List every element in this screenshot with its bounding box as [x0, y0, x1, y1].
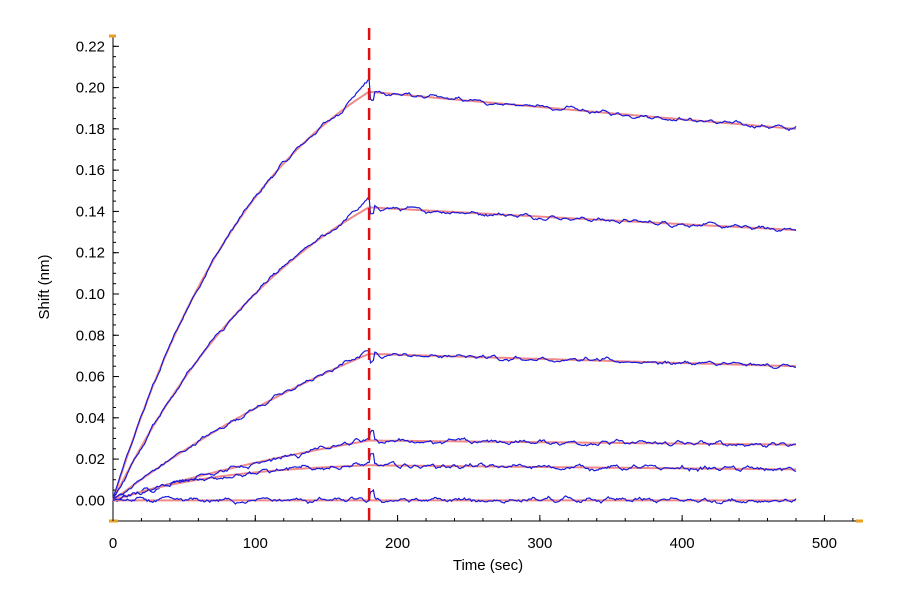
measured-trace-2 [112, 196, 797, 499]
y-axis-label: Shift (nm) [36, 254, 53, 319]
measured-trace-6 [113, 488, 797, 505]
fit-curve-5 [112, 464, 796, 502]
measured-trace-4 [112, 429, 797, 501]
y-tick-label: 0.14 [76, 203, 105, 220]
x-axis-label: Time (sec) [453, 557, 523, 574]
x-tick-label: 0 [109, 535, 117, 552]
y-tick-label: 0.08 [76, 327, 105, 344]
measured-trace-1 [112, 77, 797, 501]
x-tick-label: 300 [527, 535, 552, 552]
y-tick-label: 0.20 [76, 80, 105, 97]
measured-trace-3 [112, 349, 797, 501]
y-tick-label: 0.10 [76, 286, 105, 303]
fit-curve-2 [112, 206, 797, 501]
fit-curve-4 [112, 439, 796, 502]
y-tick-label: 0.06 [76, 369, 105, 386]
y-tick-label: 0.18 [76, 121, 105, 138]
y-tick-label: 0.04 [76, 410, 105, 427]
x-tick-label: 100 [243, 535, 268, 552]
plot-area [112, 28, 797, 521]
x-tick-label: 200 [385, 535, 410, 552]
y-tick-label: 0.02 [76, 451, 105, 468]
axes: 0.00 0.02 0.04 0.06 0.08 0.10 0.12 0.14 0.16 0.18… [76, 34, 863, 552]
y-tick-label: 0.22 [76, 38, 105, 55]
x-tick-label: 500 [812, 535, 837, 552]
x-tick-label: 400 [670, 535, 695, 552]
measured-trace-5 [112, 453, 797, 503]
y-tick-label: 0.16 [76, 162, 105, 179]
y-tick-label: 0.12 [76, 245, 105, 262]
y-tick-label: 0.00 [76, 492, 105, 509]
fit-curve-1 [112, 90, 797, 501]
